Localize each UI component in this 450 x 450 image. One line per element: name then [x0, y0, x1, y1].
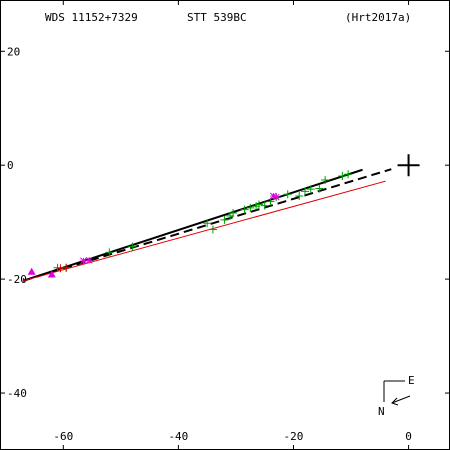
measurement-star — [272, 193, 280, 201]
measurement-plus — [220, 215, 229, 224]
y-tick-label: -20 — [7, 273, 27, 286]
measurement-plus — [203, 219, 212, 228]
measurement-plus — [208, 225, 217, 234]
measurement-plus — [283, 190, 292, 199]
measurement-triangle — [27, 267, 36, 275]
measurement-plus — [306, 185, 315, 194]
motion-arrow-line — [391, 395, 411, 404]
origin-cross — [397, 154, 420, 177]
y-tick-label: -40 — [7, 387, 27, 400]
x-tick-label: -40 — [168, 430, 188, 443]
x-tick-label: 0 — [405, 430, 412, 443]
x-tick-label: -20 — [284, 430, 304, 443]
y-tick-label: 0 — [7, 159, 14, 172]
header-reference: (Hrt2017a) — [345, 11, 411, 24]
compass: E N — [378, 374, 415, 418]
data-points — [27, 170, 353, 278]
header-star-name: STT 539BC — [187, 11, 247, 24]
measurement-plus — [128, 242, 137, 251]
measurement-plus — [295, 191, 304, 200]
measurement-plus — [260, 201, 269, 210]
measurement-plus — [62, 263, 71, 272]
motion-arrow-head — [391, 397, 399, 406]
x-tick-label: -60 — [53, 430, 73, 443]
measurement-plus — [240, 205, 249, 214]
measurement-plus — [56, 264, 65, 273]
measurement-plus — [321, 176, 330, 184]
compass-north-label: N — [378, 405, 385, 418]
measurement-plus — [344, 170, 353, 179]
measurement-plus — [229, 209, 238, 218]
compass-east-label: E — [408, 374, 415, 387]
orbit-line-solid-red — [22, 180, 386, 282]
measurement-triangle — [47, 270, 56, 278]
header-wds-designation: WDS 11152+7329 — [45, 11, 138, 24]
measurement-plus — [315, 184, 324, 193]
orbit-line-solid-black — [22, 168, 363, 282]
measurement-plus — [254, 200, 263, 209]
measurement-star — [85, 256, 93, 264]
primary-star-marker — [397, 154, 420, 177]
measurement-plus — [300, 187, 309, 196]
measurement-star — [80, 257, 87, 265]
measurement-plus — [105, 248, 114, 257]
measurement-plus — [338, 172, 347, 181]
measurement-star — [269, 192, 277, 200]
measurement-plus — [246, 203, 255, 212]
y-tick-label: 20 — [7, 45, 20, 58]
